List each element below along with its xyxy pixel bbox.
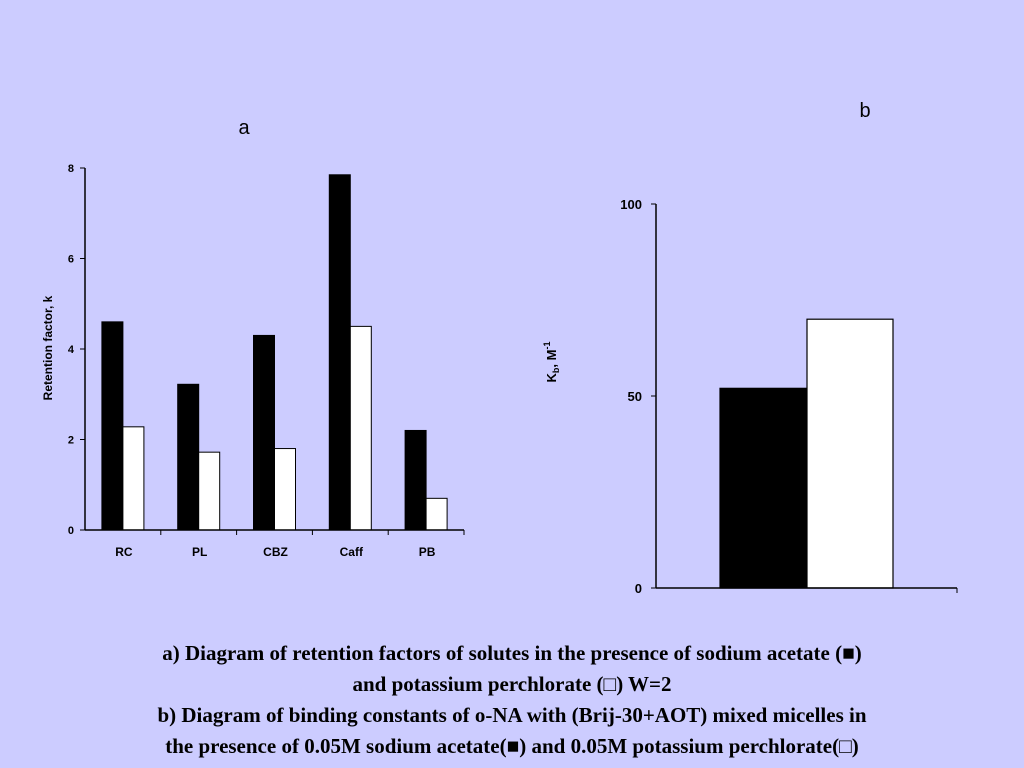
charts-figure: a Retention factor, k RC PL CBZ Caff PB 0 2 4 6 8… — [41, 100, 958, 596]
chart-a-bar-caff-s1 — [328, 174, 351, 531]
chart-b-ytick-label: 0 — [635, 581, 642, 596]
chart-a-panel-label: a — [238, 117, 250, 139]
chart-a-ylabel: Retention factor, k — [41, 295, 55, 400]
chart-b-ytick-label: 100 — [620, 197, 642, 212]
chart-b-panel-label: b — [859, 100, 870, 122]
chart-a-bar-cbz-s1 — [253, 334, 275, 531]
figure-caption: a) Diagram of retention factors of solut… — [40, 638, 984, 762]
chart-a-bar-cbz-s2 — [274, 448, 296, 531]
chart-a-xtick-label: PB — [419, 545, 436, 559]
chart-a-ytick-label: 4 — [68, 344, 75, 356]
chart-a-bar-pl-s1 — [177, 383, 200, 531]
chart-a-xtick-label: Caff — [340, 545, 364, 559]
chart-a-bar-rc-s2 — [122, 426, 145, 531]
chart-b-bar-s2 — [806, 318, 894, 589]
chart-a-bar-pb-s2 — [425, 497, 448, 531]
chart-b-ylabel-sup: -1 — [542, 342, 552, 350]
caption-line-3: b) Diagram of binding constants of o-NA … — [157, 703, 867, 727]
chart-b-ylabel: Kb, M-1 — [542, 342, 561, 383]
chart-b-ylabel-main: K — [544, 372, 559, 382]
chart-b-bars — [719, 318, 894, 589]
chart-b-ytick-label: 50 — [628, 389, 642, 404]
chart-b-axes: 0 50 100 — [620, 197, 958, 596]
chart-a-xtick-label: CBZ — [263, 545, 288, 559]
chart-a-xtick-label: PL — [192, 545, 207, 559]
chart-a-axes: RC PL CBZ Caff PB 0 2 4 6 8 — [68, 163, 465, 559]
chart-a-ytick-label: 2 — [68, 435, 74, 447]
chart-b-bar-s1 — [719, 387, 807, 589]
chart-a-bar-rc-s1 — [101, 321, 124, 531]
chart-a-bar-pb-s1 — [404, 429, 427, 531]
caption-line-4: the presence of 0.05M sodium acetate(■) … — [165, 734, 859, 758]
chart-a-ytick-label: 0 — [68, 525, 74, 537]
chart-a-bar-pl-s2 — [198, 451, 221, 531]
chart-a-bars — [101, 174, 448, 531]
chart-a-xtick-label: RC — [115, 545, 133, 559]
chart-a-ytick-label: 6 — [68, 254, 74, 266]
caption-line-2: and potassium perchlorate (□) W=2 — [352, 672, 672, 696]
chart-b-ylabel-middle: , M — [544, 350, 559, 368]
chart-a-bar-caff-s2 — [349, 325, 372, 531]
caption-line-1: a) Diagram of retention factors of solut… — [162, 641, 862, 665]
chart-b-ylabel-sub: b — [551, 367, 561, 373]
chart-a-ytick-label: 8 — [68, 163, 74, 175]
chart-a: a Retention factor, k RC PL CBZ Caff PB 0 2 4 6 8 — [41, 117, 465, 559]
